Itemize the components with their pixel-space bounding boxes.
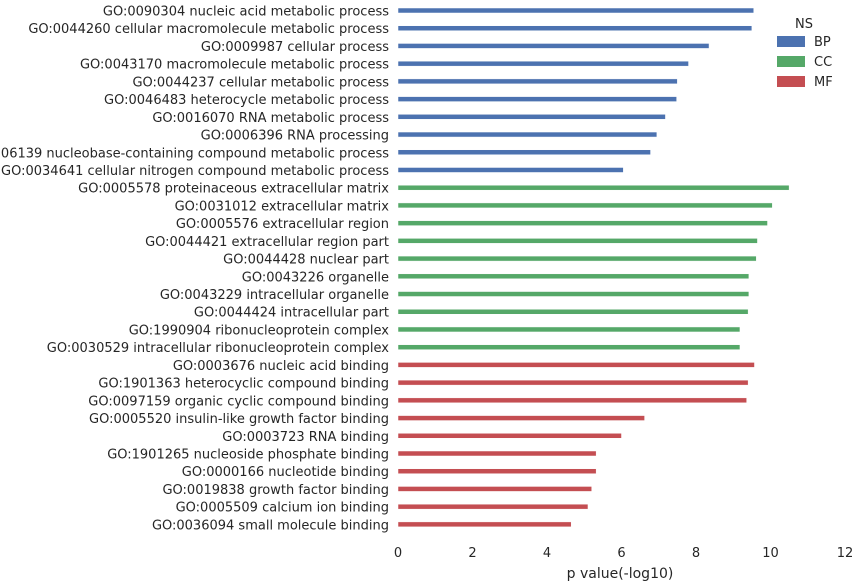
category-label: GO:0031012 extracellular matrix [175,199,390,214]
bar-mf [397,397,747,404]
legend-label-mf: MF [814,75,833,90]
bar-cc [397,291,750,297]
x-axis-ticks-group: 0 2 4 6 8 10 12 [394,546,853,561]
bar-bp [397,131,658,138]
category-label: GO:0043170 macromolecule metabolic proce… [80,58,389,73]
category-label: GO:0044424 intracellular part [194,306,389,321]
bar-bp [397,60,689,67]
category-label: GO:0006139 nucleobase-containing compoun… [0,146,389,161]
legend-label-cc: CC [814,55,832,70]
bar-bp [397,43,710,49]
bar-mf [397,521,572,528]
bar-bp [397,25,753,31]
category-label: GO:0044428 nuclear part [223,253,389,268]
bar-cc [397,326,741,333]
bar-cc [397,238,758,244]
bar-cc [397,308,749,315]
x-tick-label: 12 [837,546,854,561]
bar-mf [397,379,749,386]
category-label: GO:0019838 growth factor binding [162,483,389,498]
bar-bp [397,96,677,102]
x-tick-label: 10 [762,546,779,561]
bar-mf [397,415,645,421]
category-label: GO:0003676 nucleic acid binding [173,359,389,374]
bar-mf [397,433,622,439]
category-label: GO:0000166 nucleotide binding [182,465,389,480]
bar-bp [397,7,754,14]
bar-mf [397,486,592,492]
category-label: GO:0034641 cellular nitrogen compound me… [1,164,389,179]
category-label: GO:0030529 intracellular ribonucleoprote… [47,341,390,356]
x-tick-label: 6 [617,546,625,561]
category-label: GO:0043229 intracellular organelle [160,288,389,303]
bar-mf [397,362,755,368]
bar-mf [397,503,589,510]
bar-bp [397,167,624,173]
legend-swatch-bp [777,36,805,47]
category-label: GO:0046483 heterocycle metabolic process [104,93,389,108]
legend-swatch-cc [777,56,805,67]
category-label: GO:0090304 nucleic acid metabolic proces… [103,5,389,20]
bar-cc [397,255,757,262]
category-label: GO:0036094 small molecule binding [152,518,389,533]
bar-cc [397,202,773,209]
category-label: GO:0006396 RNA processing [201,129,389,144]
legend-swatch-mf [777,76,805,87]
bar-mf [397,450,597,457]
legend: NS BP CC MF [777,17,833,90]
category-label: GO:1901363 heterocyclic compound binding [98,377,389,392]
category-label: GO:0044260 cellular macromolecule metabo… [28,22,389,37]
category-label: GO:0044421 extracellular region part [145,235,389,250]
category-label: GO:1901265 nucleoside phosphate binding [107,448,389,463]
category-label: GO:0044237 cellular metabolic process [132,75,389,90]
x-tick-label: 8 [692,546,700,561]
bar-bp [397,114,666,120]
legend-title: NS [795,17,813,32]
category-label: GO:0097159 organic cyclic compound bindi… [88,394,389,409]
category-label: GO:0005509 calcium ion binding [176,501,389,516]
category-label: GO:0043226 organelle [242,270,389,285]
category-label: GO:0005578 proteinaceous extracellular m… [78,182,389,197]
bar-bp [397,149,651,156]
category-label: GO:1990904 ribonucleoprotein complex [129,323,390,338]
legend-entries: BP CC MF [777,35,833,90]
x-tick-label: 4 [543,546,551,561]
category-labels-group: GO:0090304 nucleic acid metabolic proces… [0,5,389,534]
category-label: GO:0005520 insulin-like growth factor bi… [89,412,389,427]
bar-cc [397,273,750,280]
bar-cc [397,184,790,191]
category-label: GO:0005576 extracellular region [176,217,389,232]
bar-bp [397,78,678,85]
x-axis-label: p value(-log10) [567,566,674,582]
x-tick-label: 0 [394,546,402,561]
bar-cc [397,344,741,350]
category-label: GO:0003723 RNA binding [222,430,389,445]
category-label: GO:0016070 RNA metabolic process [152,111,389,126]
bar-cc [397,220,768,226]
bars-group [397,7,790,528]
x-tick-label: 2 [468,546,476,561]
legend-label-bp: BP [814,35,831,50]
bar-mf [397,468,597,474]
category-label: GO:0009987 cellular process [201,40,389,55]
